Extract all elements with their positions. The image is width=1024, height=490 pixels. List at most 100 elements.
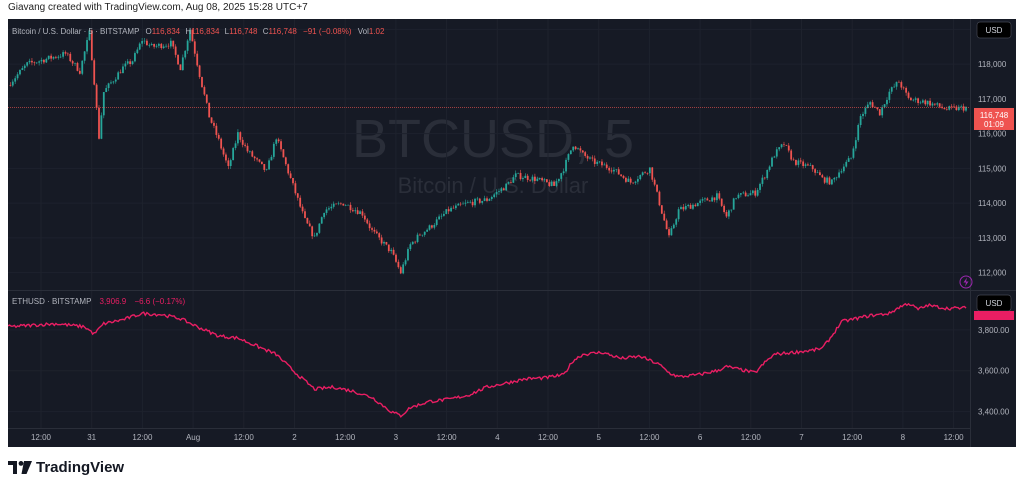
candle-body xyxy=(933,103,936,105)
btc-price-tick: 112,000 xyxy=(978,269,1007,278)
chart-frame: BTCUSD, 5 Bitcoin / U.S. Dollar 112,000 1… xyxy=(7,19,1016,447)
candle-body xyxy=(88,30,91,41)
btc-countdown: 01:09 xyxy=(984,120,1005,129)
candle-body xyxy=(282,149,285,158)
footer: TradingView xyxy=(8,459,124,476)
candle-body xyxy=(610,170,613,172)
time-tick-label: 12:00 xyxy=(741,433,762,442)
candle-body xyxy=(450,207,452,212)
candle-body xyxy=(660,205,663,214)
time-tick-label: 12:00 xyxy=(944,433,965,442)
candle-body xyxy=(74,62,76,64)
candle-body xyxy=(428,225,431,230)
candle-body xyxy=(696,202,699,207)
candle-body xyxy=(790,150,793,160)
candle-body xyxy=(845,161,848,167)
candle-body xyxy=(617,169,620,175)
candle-body xyxy=(423,231,426,235)
candle-body xyxy=(71,61,74,64)
candle-body xyxy=(157,43,160,46)
candle-body xyxy=(280,141,282,150)
candle-body xyxy=(426,229,429,232)
candle-body xyxy=(545,179,548,183)
candle-body xyxy=(363,215,366,220)
candle-body xyxy=(287,164,290,174)
candle-body xyxy=(308,223,311,227)
candle-body xyxy=(636,179,639,182)
btc-currency-button[interactable]: USD xyxy=(976,21,1012,39)
candle-body xyxy=(55,56,57,58)
candle-body xyxy=(754,190,757,196)
candle-body xyxy=(220,138,223,149)
candle-body xyxy=(723,205,726,212)
time-tick-label: 12:00 xyxy=(31,433,52,442)
candle-body xyxy=(237,132,239,144)
chart-svg[interactable]: BTCUSD, 5 Bitcoin / U.S. Dollar 112,0001… xyxy=(7,19,1016,447)
candle-body xyxy=(162,46,165,49)
candle-body xyxy=(819,172,821,176)
candle-body xyxy=(289,173,292,179)
candle-body xyxy=(919,102,922,104)
candle-body xyxy=(284,157,287,165)
candle-body xyxy=(859,116,862,126)
candle-body xyxy=(260,161,263,165)
btc-vol-label: Vol xyxy=(358,27,369,36)
candle-body xyxy=(421,234,424,236)
candle-body xyxy=(804,164,807,166)
candle-body xyxy=(713,197,716,201)
candle-body xyxy=(962,106,965,111)
candle-body xyxy=(572,146,575,151)
candle-body xyxy=(799,160,802,162)
time-tick-label: 7 xyxy=(799,433,804,442)
candle-body xyxy=(553,181,555,186)
candle-body xyxy=(16,74,19,79)
candle-body xyxy=(694,204,697,207)
candle-body xyxy=(256,158,258,160)
candle-body xyxy=(189,29,191,41)
candle-body xyxy=(129,61,132,65)
candle-body xyxy=(593,158,596,164)
candle-body xyxy=(268,160,270,170)
eth-currency-button[interactable]: USD xyxy=(976,294,1012,312)
candle-body xyxy=(131,61,134,65)
candle-body xyxy=(294,183,297,194)
candle-body xyxy=(354,210,357,212)
candle-body xyxy=(311,226,314,237)
candle-body xyxy=(495,191,498,195)
candle-body xyxy=(773,156,776,158)
candle-body xyxy=(35,62,38,64)
candle-body xyxy=(265,169,268,170)
candle-body xyxy=(751,190,754,194)
candle-body xyxy=(198,65,201,77)
candle-body xyxy=(905,87,908,93)
candle-body xyxy=(850,157,852,159)
candle-body xyxy=(615,169,618,170)
candle-body xyxy=(105,88,108,93)
candle-body xyxy=(349,204,352,211)
btc-change: −91 (−0.08%) xyxy=(303,27,352,36)
candle-body xyxy=(222,148,225,155)
candle-body xyxy=(114,79,117,82)
candle-body xyxy=(783,144,785,145)
candle-body xyxy=(59,56,62,58)
candle-body xyxy=(433,224,436,228)
candle-body xyxy=(797,160,800,165)
candle-body xyxy=(122,66,124,74)
candle-body xyxy=(301,206,304,212)
btc-low-value: 116,748 xyxy=(229,27,258,36)
candle-body xyxy=(639,174,642,180)
candle-body xyxy=(613,169,615,172)
candle-body xyxy=(397,261,400,268)
candle-body xyxy=(344,205,347,206)
btc-price-tick: 117,000 xyxy=(978,95,1007,104)
candle-body xyxy=(869,102,872,105)
candle-body xyxy=(169,40,172,47)
candle-body xyxy=(143,40,146,42)
candle-body xyxy=(878,109,881,116)
candle-body xyxy=(251,151,254,157)
candle-body xyxy=(902,87,905,89)
candle-body xyxy=(76,62,79,71)
candle-body xyxy=(306,217,309,224)
lightning-icon[interactable] xyxy=(959,275,973,289)
candle-body xyxy=(155,45,158,47)
